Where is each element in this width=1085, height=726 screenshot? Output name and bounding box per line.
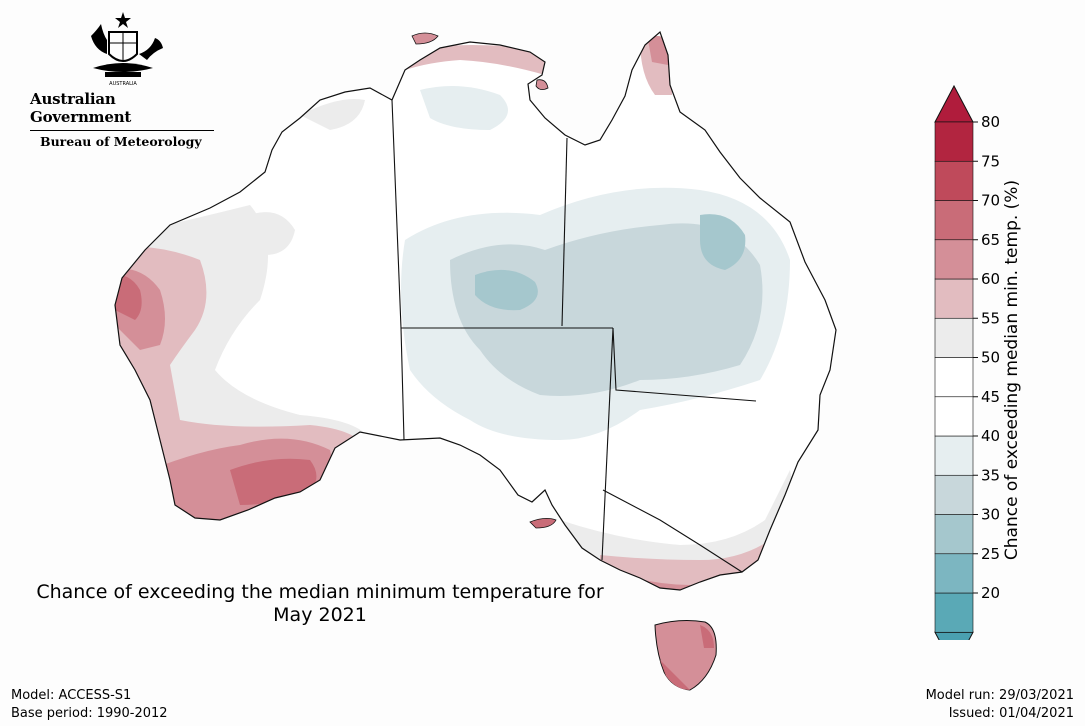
legend-band: [934, 474, 974, 515]
legend-band: [934, 278, 974, 319]
legend-tick-label: 55: [981, 309, 1000, 327]
legend-band: [934, 200, 974, 241]
divider: [30, 130, 214, 131]
legend-band: [934, 553, 974, 594]
legend-band: [934, 317, 974, 358]
legend-band: [934, 357, 974, 398]
legend-band: [934, 514, 974, 555]
caption-line-2: May 2021: [273, 604, 367, 626]
kangaroo-island: [529, 518, 557, 529]
coat-of-arms-icon: AUSTRALIA: [91, 12, 163, 87]
legend-band: [934, 435, 974, 476]
legend-band: [934, 592, 974, 633]
legend-band: [934, 396, 974, 437]
svg-text:AUSTRALIA: AUSTRALIA: [109, 81, 137, 87]
legend-low-arrow: [934, 631, 974, 640]
state-borders: [391, 99, 757, 573]
groote-island: [535, 79, 549, 90]
legend-tick-label: 45: [981, 388, 1000, 406]
footer-left: Model: ACCESS-S1 Base period: 1990-2012: [11, 687, 168, 723]
legend-tick-label: 30: [981, 506, 1000, 524]
legend-tick-label: 70: [981, 192, 1000, 210]
government-logo: AUSTRALIA Australian Government Bureau o…: [28, 10, 218, 149]
legend-band: [934, 239, 974, 280]
model-label: Model: ACCESS-S1: [11, 688, 132, 703]
government-name: Australian Government: [30, 90, 132, 126]
legend-tick-label: 40: [981, 427, 1000, 445]
footer-right: Model run: 29/03/2021 Issued: 01/04/2021: [926, 687, 1074, 723]
legend-tick-label: 35: [981, 466, 1000, 484]
legend-tick-label: 65: [981, 231, 1000, 249]
legend-band: [934, 160, 974, 201]
map-caption: Chance of exceeding the median minimum t…: [0, 581, 640, 627]
tiwi-islands: [411, 32, 439, 45]
base-period-label: Base period: 1990-2012: [11, 706, 168, 721]
legend-title: Chance of exceeding median min. temp. (%…: [1002, 179, 1022, 561]
legend-tick-label: 25: [981, 545, 1000, 563]
legend-tick-label: 75: [981, 152, 1000, 170]
legend-high-arrow: [934, 84, 974, 123]
legend-band: [934, 121, 974, 162]
colorbar-legend: 80 75 70 65 60 55 50 45 40 35 30 25 20: [934, 84, 1000, 640]
caption-line-1: Chance of exceeding the median minimum t…: [36, 581, 604, 603]
bureau-name: Bureau of Meteorology: [40, 134, 202, 149]
legend-tick-label: 60: [981, 270, 1000, 288]
legend-tick-label: 20: [981, 584, 1000, 602]
legend-tick-label: 80: [981, 113, 1000, 131]
issued-label: Issued: 01/04/2021: [948, 706, 1074, 721]
legend-tick-label: 50: [981, 349, 1000, 367]
model-run-label: Model run: 29/03/2021: [925, 688, 1074, 703]
